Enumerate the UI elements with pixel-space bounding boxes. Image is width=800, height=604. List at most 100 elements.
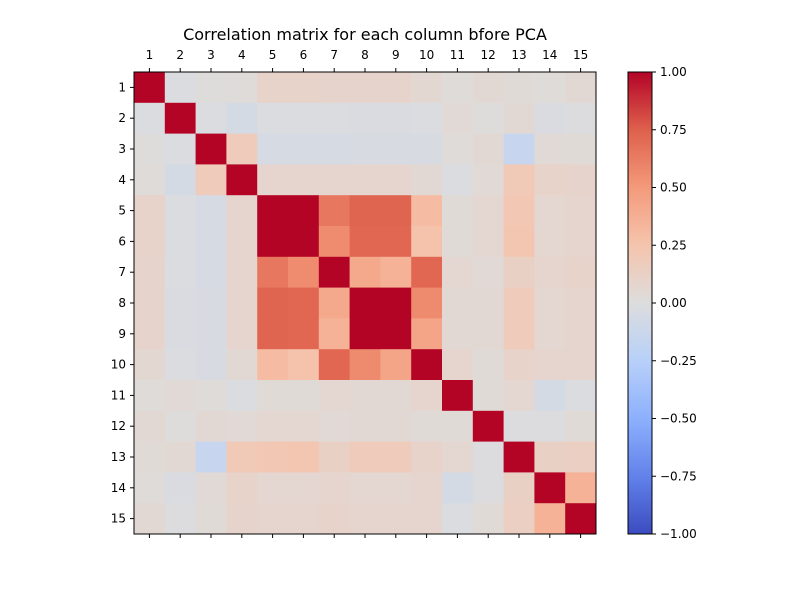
heatmap-cell (411, 410, 443, 442)
heatmap-cell (442, 349, 474, 381)
heatmap-cell (288, 410, 320, 442)
heatmap-cell (257, 503, 289, 535)
x-tick-label: 6 (300, 48, 308, 62)
heatmap-cell (380, 195, 412, 227)
x-tick-label: 11 (450, 48, 465, 62)
heatmap-cell (472, 441, 504, 473)
heatmap-cell (226, 410, 258, 442)
heatmap-cell (257, 380, 289, 412)
heatmap-cell (411, 441, 443, 473)
heatmap-cell (257, 226, 289, 258)
y-tick-label: 15 (111, 512, 126, 526)
heatmap-cell (503, 133, 535, 165)
heatmap-cell (349, 318, 381, 350)
heatmap-cell (565, 349, 597, 381)
heatmap-cell (503, 503, 535, 535)
x-tick-label: 4 (238, 48, 246, 62)
heatmap-cell (411, 102, 443, 134)
y-tick-label: 2 (118, 111, 126, 125)
colorbar-tick-label: −0.50 (660, 412, 697, 426)
heatmap-cell (349, 195, 381, 227)
heatmap-cell (472, 226, 504, 258)
heatmap-cell (195, 102, 227, 134)
heatmap-cell (442, 133, 474, 165)
heatmap-cell (565, 318, 597, 350)
y-tick-label: 5 (118, 204, 126, 218)
heatmap-cell (503, 72, 535, 104)
y-tick-label: 7 (118, 265, 126, 279)
heatmap-cell (318, 102, 350, 134)
heatmap-cell (288, 349, 320, 381)
heatmap-cell (442, 318, 474, 350)
x-tick-label: 2 (176, 48, 184, 62)
heatmap-cell (134, 133, 166, 165)
x-tick-label: 1 (146, 48, 154, 62)
heatmap-cell (288, 72, 320, 104)
heatmap-cell (226, 133, 258, 165)
heatmap-cell (288, 287, 320, 319)
heatmap-cell (318, 226, 350, 258)
x-tick-label: 7 (330, 48, 338, 62)
heatmap-cell (195, 195, 227, 227)
heatmap-cell (195, 318, 227, 350)
heatmap-cell (565, 287, 597, 319)
heatmap-cell (503, 318, 535, 350)
heatmap-cell (164, 503, 196, 535)
heatmap-cell (380, 226, 412, 258)
heatmap-cell (442, 287, 474, 319)
heatmap-cell (318, 410, 350, 442)
y-tick-label: 10 (111, 358, 126, 372)
heatmap-cell (134, 380, 166, 412)
heatmap-cell (534, 441, 566, 473)
heatmap-cell (472, 318, 504, 350)
colorbar-gradient (627, 71, 653, 535)
heatmap-cell (503, 287, 535, 319)
colorbar-tick-label: 1.00 (660, 65, 687, 79)
heatmap-cell (349, 256, 381, 288)
heatmap-cell (318, 472, 350, 504)
heatmap-cell (164, 318, 196, 350)
heatmap-cell (442, 472, 474, 504)
heatmap-cell (164, 133, 196, 165)
heatmap-cell (349, 164, 381, 196)
heatmap-cell (503, 226, 535, 258)
heatmap-cell (134, 195, 166, 227)
heatmap-cell (134, 226, 166, 258)
heatmap-cell (442, 164, 474, 196)
heatmap-cell (226, 380, 258, 412)
heatmap-cell (380, 318, 412, 350)
x-axis: 1 2 3 4 5 6 7 8 9 10 11 12 13 14 15 (146, 48, 588, 538)
heatmap-cell (380, 72, 412, 104)
heatmap-cell (349, 349, 381, 381)
heatmap-cell (503, 195, 535, 227)
heatmap-cell (534, 164, 566, 196)
heatmap-cell (226, 472, 258, 504)
colorbar-tick-label: 0.25 (660, 238, 687, 252)
heatmap-cell (380, 102, 412, 134)
heatmap-cell (134, 72, 166, 104)
heatmap-cell (195, 410, 227, 442)
heatmap-cell (380, 349, 412, 381)
chart-title: Correlation matrix for each column bfore… (183, 25, 547, 44)
x-tick-label: 5 (269, 48, 277, 62)
x-tick-label: 3 (207, 48, 215, 62)
x-tick-label: 8 (361, 48, 369, 62)
heatmap-cell (411, 380, 443, 412)
heatmap-cells (134, 72, 597, 535)
heatmap-cell (257, 133, 289, 165)
heatmap-cell (257, 349, 289, 381)
heatmap-cell (411, 287, 443, 319)
heatmap-cell (565, 195, 597, 227)
heatmap-cell (226, 349, 258, 381)
heatmap-cell (472, 164, 504, 196)
heatmap-cell (411, 164, 443, 196)
heatmap-cell (442, 72, 474, 104)
heatmap-cell (534, 72, 566, 104)
x-tick-label: 13 (511, 48, 526, 62)
heatmap-cell (565, 256, 597, 288)
heatmap-cell (226, 256, 258, 288)
heatmap-cell (472, 380, 504, 412)
heatmap-cell (380, 164, 412, 196)
